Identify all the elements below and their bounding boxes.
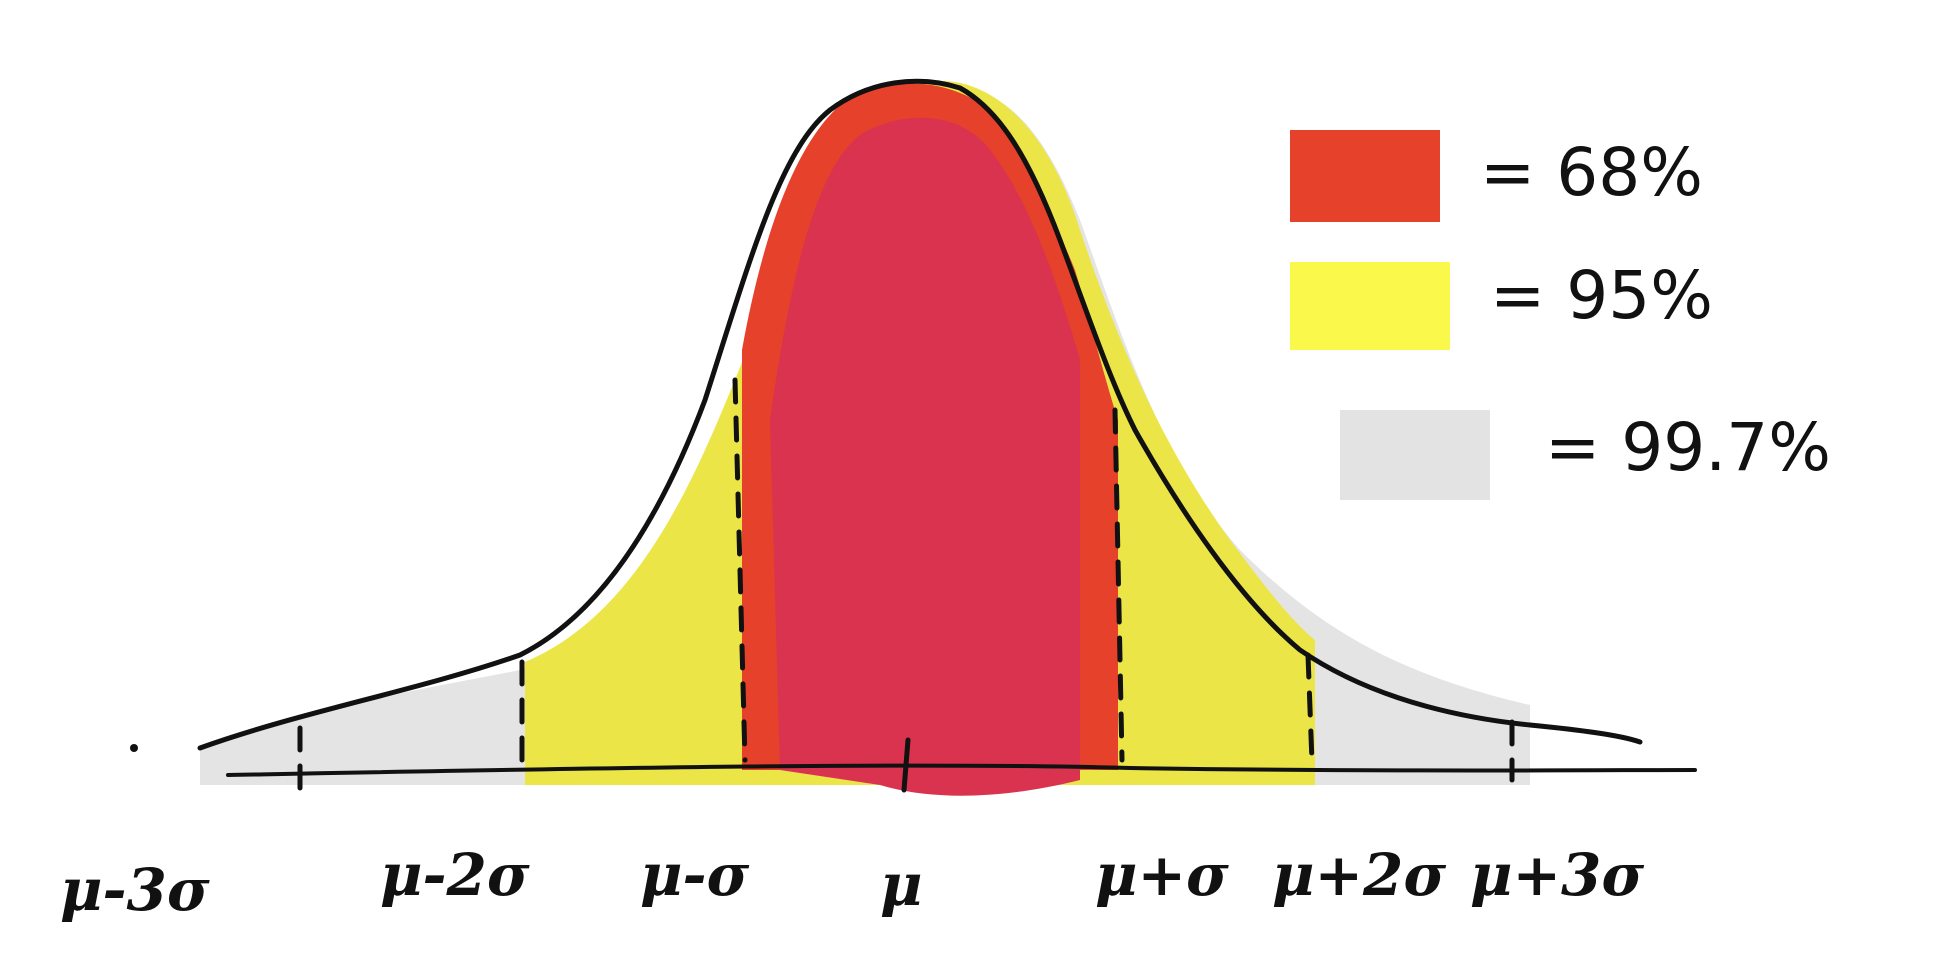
label-mu: μ — [880, 851, 922, 919]
label-mu-minus-2sigma: μ-2σ — [380, 841, 530, 909]
mean-tick — [901, 737, 911, 793]
marker-plus-2sigma — [1305, 652, 1315, 765]
legend-swatch-95 — [1290, 262, 1450, 350]
legend-label-997: = 99.7% — [1545, 409, 1831, 486]
label-mu-minus-3sigma: μ-3σ — [60, 856, 210, 924]
x-axis-line — [226, 763, 1697, 777]
legend-swatch-997 — [1340, 410, 1490, 500]
sigma-markers — [297, 377, 1515, 793]
marker-minus-1sigma — [732, 377, 748, 763]
legend-label-95: = 95% — [1490, 257, 1713, 334]
bell-curve — [197, 78, 1643, 751]
one-sigma-core — [770, 117, 1080, 796]
marker-plus-1sigma — [1112, 407, 1125, 763]
legend-label-68: = 68% — [1480, 134, 1703, 211]
label-mu-minus-sigma: μ-σ — [640, 841, 750, 909]
label-mu-plus-sigma: μ+σ — [1095, 841, 1229, 909]
label-mu-plus-2sigma: μ+2σ — [1272, 841, 1446, 909]
legend-swatch-68 — [1290, 130, 1440, 222]
legend: = 68% = 95% = 99.7% — [1290, 130, 1831, 500]
stray-dot — [130, 744, 138, 752]
label-mu-plus-3sigma: μ+3σ — [1470, 841, 1644, 909]
